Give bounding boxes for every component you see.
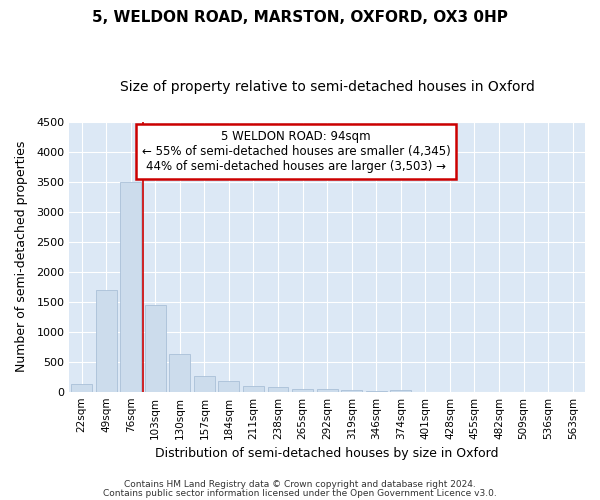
Bar: [292, 388, 313, 392]
X-axis label: Distribution of semi-detached houses by size in Oxford: Distribution of semi-detached houses by …: [155, 447, 499, 460]
Bar: [391, 390, 411, 392]
Bar: [169, 354, 190, 392]
Title: Size of property relative to semi-detached houses in Oxford: Size of property relative to semi-detach…: [120, 80, 535, 94]
Text: Contains HM Land Registry data © Crown copyright and database right 2024.: Contains HM Land Registry data © Crown c…: [124, 480, 476, 489]
Bar: [218, 382, 239, 392]
Bar: [71, 384, 92, 392]
Bar: [194, 376, 215, 392]
Y-axis label: Number of semi-detached properties: Number of semi-detached properties: [15, 141, 28, 372]
Text: 5, WELDON ROAD, MARSTON, OXFORD, OX3 0HP: 5, WELDON ROAD, MARSTON, OXFORD, OX3 0HP: [92, 10, 508, 25]
Bar: [145, 304, 166, 392]
Bar: [268, 387, 289, 392]
Bar: [96, 290, 116, 392]
Bar: [366, 391, 387, 392]
Bar: [243, 386, 264, 392]
Text: 5 WELDON ROAD: 94sqm
← 55% of semi-detached houses are smaller (4,345)
44% of se: 5 WELDON ROAD: 94sqm ← 55% of semi-detac…: [142, 130, 451, 172]
Bar: [341, 390, 362, 392]
Bar: [120, 182, 141, 392]
Bar: [317, 390, 338, 392]
Text: Contains public sector information licensed under the Open Government Licence v3: Contains public sector information licen…: [103, 488, 497, 498]
